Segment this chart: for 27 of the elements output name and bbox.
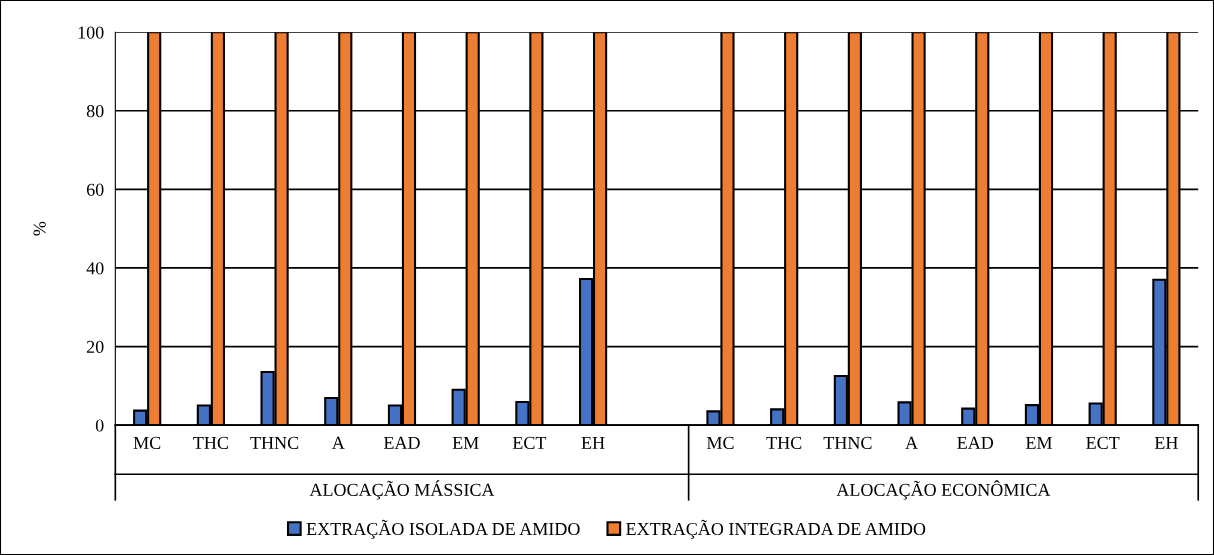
x-tick-label: A bbox=[905, 436, 918, 449]
y-tick-label: 0 bbox=[95, 419, 104, 432]
text: ALOCAÇÃO ECONÔMICA bbox=[836, 480, 1051, 500]
x-tick-label: EM bbox=[1025, 436, 1052, 449]
y-tick-label: 80 bbox=[86, 105, 104, 118]
x-tick-label: ECT bbox=[1086, 436, 1120, 449]
y-tick-label: 100 bbox=[78, 26, 104, 39]
x-tick-label: EH bbox=[1154, 436, 1178, 449]
y-tick-label: 20 bbox=[86, 340, 104, 353]
x-tick-label: THC bbox=[766, 436, 802, 449]
x-tick-label: EAD bbox=[957, 436, 994, 449]
x-tick-label: MC bbox=[706, 436, 734, 449]
y-tick-label: 40 bbox=[86, 262, 104, 275]
legend-label: EXTRAÇÃO ISOLADA DE AMIDO bbox=[306, 519, 580, 539]
y-tick-label: 60 bbox=[86, 183, 104, 196]
legend-label: EXTRAÇÃO INTEGRADA DE AMIDO bbox=[626, 519, 926, 539]
x-tick-label: MC bbox=[133, 436, 161, 449]
x-tick-label: ECT bbox=[512, 436, 547, 449]
x-tick-label: THNC bbox=[823, 436, 872, 449]
x-tick-label: EM bbox=[452, 436, 479, 449]
x-tick-label: THNC bbox=[250, 436, 299, 449]
x-tick-label: EAD bbox=[383, 436, 420, 449]
x-tick-label: THC bbox=[193, 436, 228, 449]
x-tick-label: A bbox=[331, 436, 345, 449]
text: ALOCAÇÃO MÁSSICA bbox=[309, 480, 495, 500]
y-axis-title: % bbox=[33, 221, 46, 236]
x-tick-label: EH bbox=[581, 436, 605, 449]
